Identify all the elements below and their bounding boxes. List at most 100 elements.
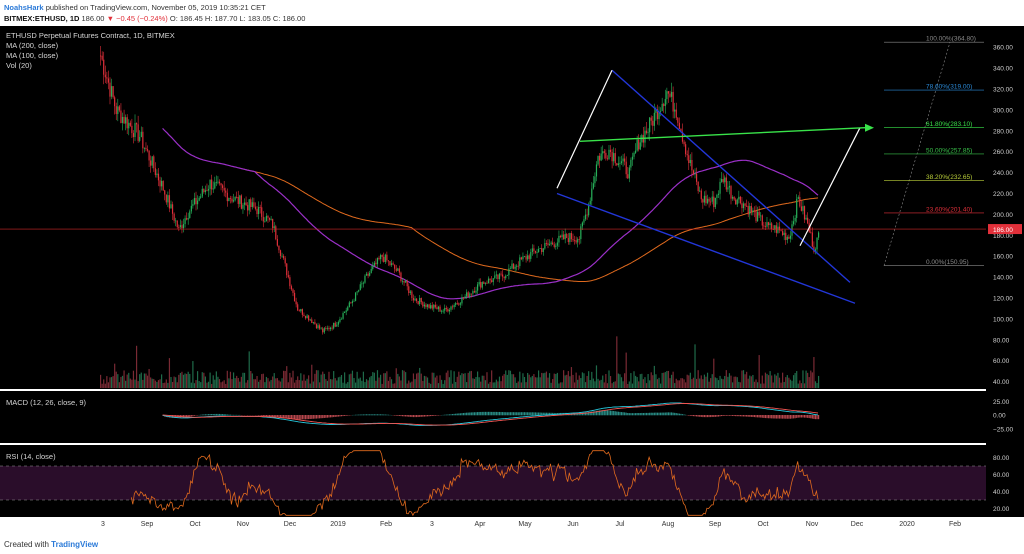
- volume-bar: [301, 380, 303, 388]
- macd-histogram-bar: [578, 413, 580, 416]
- candle-body: [364, 275, 366, 283]
- candle-body: [264, 221, 266, 223]
- volume-bar: [528, 374, 530, 388]
- volume-bar: [170, 376, 172, 388]
- volume-bar: [544, 372, 546, 388]
- candle-body: [700, 190, 702, 200]
- candle-body: [425, 304, 427, 307]
- volume-bar: [356, 371, 358, 388]
- chart-area[interactable]: 100.00%(364.80) 78.60%(319.00) 61.80%(283.…: [0, 26, 1024, 534]
- candle-body: [750, 206, 752, 213]
- ma200-line: [240, 167, 819, 282]
- macd-histogram-bar: [528, 412, 530, 416]
- volume-bar: [348, 374, 350, 388]
- volume-bar: [466, 382, 468, 388]
- candle-body: [367, 273, 369, 276]
- author-link[interactable]: NoahsHark: [4, 3, 44, 12]
- candle-body: [390, 263, 393, 266]
- volume-bar: [606, 383, 609, 388]
- volume-bar: [672, 371, 674, 388]
- candle-body: [200, 196, 202, 198]
- volume-bar: [785, 377, 787, 388]
- volume-bar: [487, 383, 490, 388]
- time-tick-label: Feb: [949, 521, 961, 528]
- candle-body: [350, 302, 352, 304]
- macd-histogram-bar: [777, 415, 779, 419]
- macd-histogram-bar: [721, 415, 723, 417]
- macd-pane[interactable]: [0, 391, 986, 443]
- candle-body: [586, 214, 588, 216]
- volume-bar: [420, 373, 422, 388]
- macd-histogram-bar: [270, 415, 272, 417]
- macd-histogram-bar: [312, 415, 314, 419]
- candle-body: [376, 257, 379, 265]
- volume-bar: [145, 373, 147, 388]
- macd-histogram-bar: [447, 414, 449, 416]
- volume-bar: [100, 374, 102, 388]
- time-axis[interactable]: 3 Sep Oct Nov Dec 2019 Feb 3 Apr May Jun Jul Aug Sep O…: [101, 521, 961, 528]
- macd-histogram-bar: [458, 413, 460, 416]
- candle-body: [297, 304, 299, 311]
- volume-bar: [361, 380, 363, 388]
- volume-bar: [178, 374, 180, 388]
- candle-body: [145, 147, 147, 150]
- candle-body: [780, 230, 782, 232]
- macd-histogram-bar: [800, 415, 802, 418]
- candle-body: [539, 248, 541, 249]
- macd-histogram-bar: [195, 415, 197, 416]
- macd-histogram-bar: [456, 413, 458, 416]
- price-axis[interactable]: 360.00 340.00 320.00 300.00 280.00 260.00 240.…: [988, 45, 1022, 386]
- volume-bar: [749, 375, 751, 388]
- volume-bar: [628, 381, 630, 388]
- ohlc-values: O: 186.45 H: 187.70 L: 183.05 C: 186.00: [169, 14, 306, 23]
- candle-body: [624, 158, 626, 162]
- volume-bar: [624, 373, 626, 388]
- volume-bar: [204, 376, 207, 388]
- macd-histogram-bar: [300, 415, 302, 420]
- candle-body: [362, 282, 364, 284]
- macd-histogram-bar: [473, 412, 476, 416]
- macd-histogram-bar: [436, 415, 438, 416]
- candle-body: [719, 181, 721, 194]
- volume-bar: [666, 370, 668, 388]
- candle-body: [711, 196, 713, 202]
- volume-bar: [442, 383, 444, 388]
- macd-histogram-bar: [695, 415, 698, 417]
- volume-bar: [334, 378, 336, 388]
- macd-histogram-bar: [805, 415, 807, 418]
- candle-body: [314, 322, 316, 325]
- candle-body: [595, 164, 598, 177]
- macd-histogram-bar: [523, 412, 526, 416]
- macd-histogram-bar: [331, 415, 333, 418]
- price-tick-label: 280.00: [993, 128, 1013, 135]
- candle-body: [805, 217, 807, 220]
- macd-histogram-bar: [625, 412, 627, 416]
- candle-body: [236, 196, 238, 198]
- volume-bar: [422, 380, 424, 388]
- candle-body: [514, 266, 516, 269]
- macd-histogram-bar: [620, 412, 623, 416]
- macd-histogram-bar: [617, 411, 619, 416]
- volume-bar: [110, 377, 113, 388]
- main-pane[interactable]: [0, 26, 986, 389]
- candle-body: [336, 324, 338, 327]
- candle-body: [270, 218, 272, 220]
- volume-bar: [181, 371, 183, 388]
- macd-histogram-bar: [462, 412, 465, 416]
- volume-bar: [206, 382, 208, 388]
- macd-histogram-bar: [730, 415, 732, 416]
- candle-body: [516, 265, 518, 267]
- volume-bar: [417, 372, 419, 388]
- volume-bar: [491, 370, 493, 388]
- candle-body: [494, 275, 496, 279]
- volume-bar: [542, 373, 544, 388]
- macd-histogram-bar: [581, 412, 583, 416]
- macd-histogram-bar: [678, 413, 680, 416]
- wedge-upper-line: [611, 69, 851, 283]
- macd-histogram-bar: [480, 411, 482, 416]
- published-text: published on TradingView.com, November 0…: [45, 3, 266, 12]
- volume-bar: [273, 373, 275, 388]
- macd-histogram-bar: [354, 414, 357, 416]
- macd-histogram-bar: [530, 412, 532, 416]
- volume-bar: [708, 381, 710, 388]
